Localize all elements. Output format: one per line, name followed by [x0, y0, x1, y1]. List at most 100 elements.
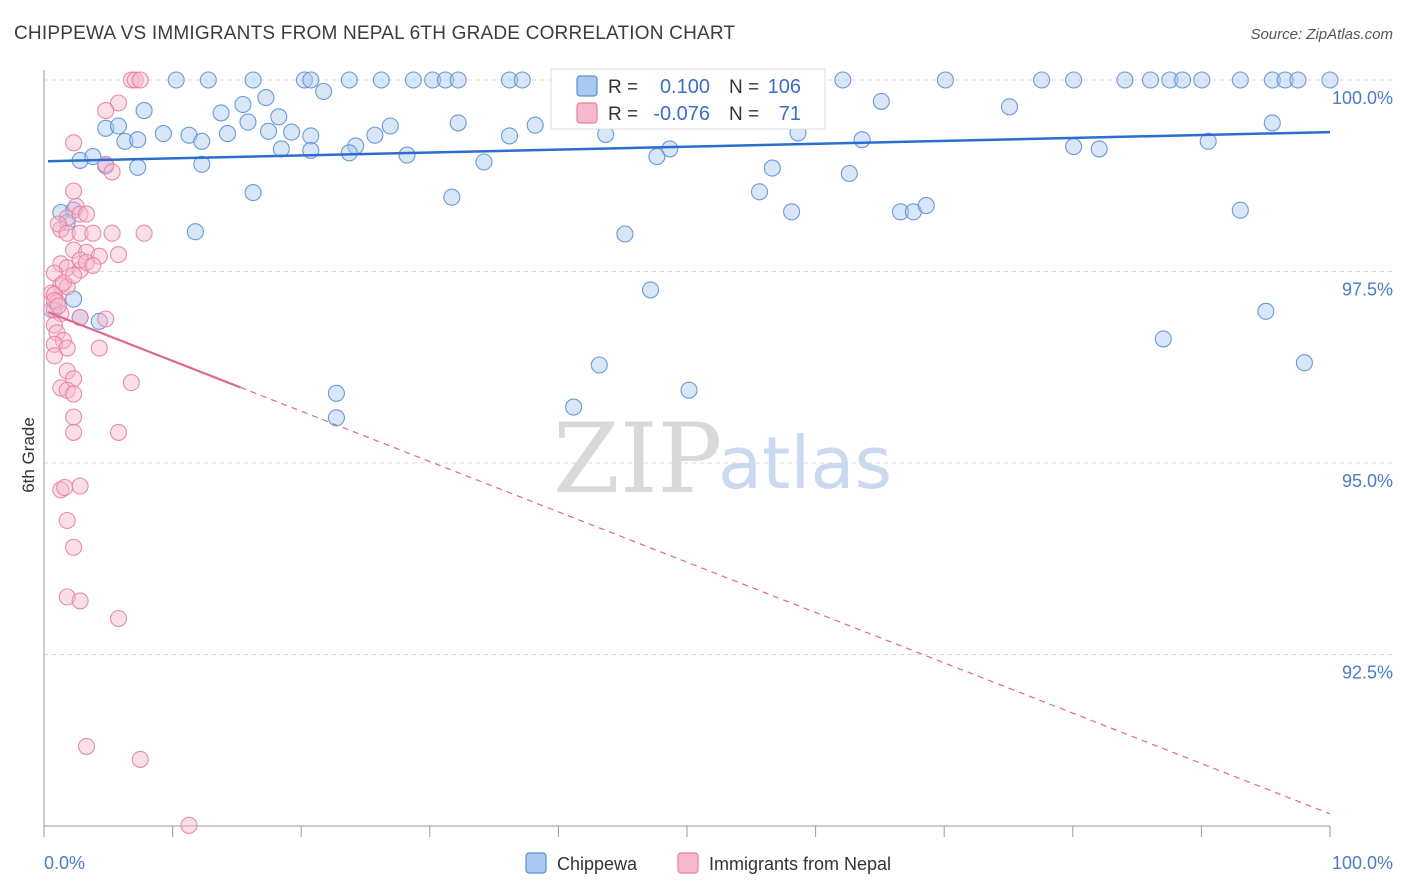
point-nepal [65, 423, 83, 441]
point-nepal [65, 182, 83, 200]
point-nepal [131, 750, 149, 768]
trend-line-nepal-dashed [240, 386, 1331, 815]
point-nepal [58, 224, 76, 242]
point-chippewa [340, 144, 358, 162]
point-chippewa [565, 398, 583, 416]
trend-line-nepal-solid [47, 311, 241, 389]
point-nepal [58, 339, 76, 357]
point-chippewa [381, 117, 399, 135]
point-chippewa [239, 113, 257, 131]
point-chippewa [436, 71, 454, 89]
point-chippewa [186, 223, 204, 241]
point-chippewa [500, 71, 519, 89]
grid [44, 79, 1393, 655]
point-chippewa [1231, 201, 1249, 219]
point-nepal [71, 592, 89, 610]
watermark: ZIP atlas [553, 403, 892, 515]
point-chippewa [616, 225, 634, 243]
point-chippewa [840, 164, 858, 183]
point-chippewa [154, 125, 172, 143]
point-chippewa [763, 159, 781, 177]
stats-swatch-blue [576, 75, 598, 97]
point-chippewa [1193, 71, 1211, 89]
point-chippewa [1065, 138, 1083, 156]
point-chippewa [1295, 354, 1313, 372]
y-tick-label: 92.5% [1342, 663, 1393, 683]
point-chippewa [1257, 302, 1275, 320]
point-chippewa [90, 312, 108, 330]
point-chippewa [404, 71, 422, 89]
stats-legend: R = 0.100 N = 106 R = -0.076 N = 71 [550, 68, 826, 130]
point-nepal [135, 224, 153, 242]
point-nepal [122, 374, 140, 392]
stats-pink-r-label: R = [608, 104, 638, 125]
point-chippewa [257, 89, 275, 107]
point-nepal [71, 205, 89, 223]
point-chippewa [244, 71, 262, 89]
point-chippewa [116, 132, 134, 150]
point-chippewa [1033, 71, 1051, 89]
point-nepal [180, 816, 198, 834]
point-chippewa [244, 184, 262, 202]
point-chippewa [1263, 114, 1281, 132]
point-chippewa [872, 92, 890, 110]
y-axis-label: 6th Grade [19, 417, 38, 493]
point-chippewa [475, 153, 493, 171]
point-chippewa [1276, 71, 1294, 89]
point-chippewa [526, 116, 544, 134]
chart-source: Source: ZipAtlas.com [1250, 26, 1393, 43]
point-nepal [65, 538, 83, 556]
point-chippewa [129, 158, 147, 176]
legend-swatch-chippewa [525, 852, 547, 874]
point-chippewa [97, 119, 115, 137]
point-nepal [97, 102, 115, 120]
point-chippewa [272, 140, 290, 158]
point-chippewa [449, 114, 467, 132]
point-chippewa [750, 183, 769, 201]
point-chippewa [1174, 71, 1192, 89]
point-nepal [97, 310, 115, 328]
point-chippewa [234, 95, 252, 114]
point-chippewa [1263, 71, 1281, 89]
stats-blue-r-label: R = [608, 77, 638, 98]
point-chippewa [513, 71, 531, 89]
point-nepal [45, 347, 63, 365]
legend-label-nepal: Immigrants from Nepal [709, 854, 891, 874]
point-chippewa [212, 104, 230, 122]
point-chippewa [917, 197, 935, 215]
point-chippewa [1231, 71, 1249, 89]
point-nepal [109, 423, 128, 441]
point-chippewa [1116, 71, 1134, 89]
point-nepal [90, 339, 108, 357]
point-nepal [71, 477, 89, 495]
point-chippewa [783, 203, 801, 221]
point-chippewa [193, 155, 211, 173]
point-nepal [122, 71, 140, 89]
stats-blue-n-label: N = [729, 77, 759, 98]
point-chippewa [443, 188, 461, 206]
y-tick-label: 97.5% [1342, 280, 1393, 300]
legend-swatch-nepal [677, 852, 699, 874]
point-chippewa [680, 381, 698, 399]
watermark-zip: ZIP [553, 403, 722, 515]
point-chippewa [302, 127, 320, 145]
point-chippewa [135, 102, 153, 120]
points [43, 71, 1339, 834]
chart-title: CHIPPEWA VS IMMIGRANTS FROM NEPAL 6TH GR… [14, 23, 735, 44]
point-chippewa [199, 71, 217, 89]
point-nepal [126, 71, 144, 89]
point-chippewa [936, 71, 954, 89]
point-nepal [109, 609, 128, 628]
point-nepal [58, 588, 76, 606]
point-nepal [103, 224, 121, 242]
point-chippewa [302, 71, 320, 89]
point-chippewa [1065, 71, 1083, 89]
point-chippewa [295, 71, 313, 89]
point-chippewa [366, 126, 384, 144]
point-chippewa [167, 71, 185, 89]
stats-pink-n-label: N = [729, 104, 759, 125]
point-chippewa [1000, 98, 1019, 116]
point-chippewa [218, 125, 237, 143]
point-chippewa [109, 117, 128, 135]
